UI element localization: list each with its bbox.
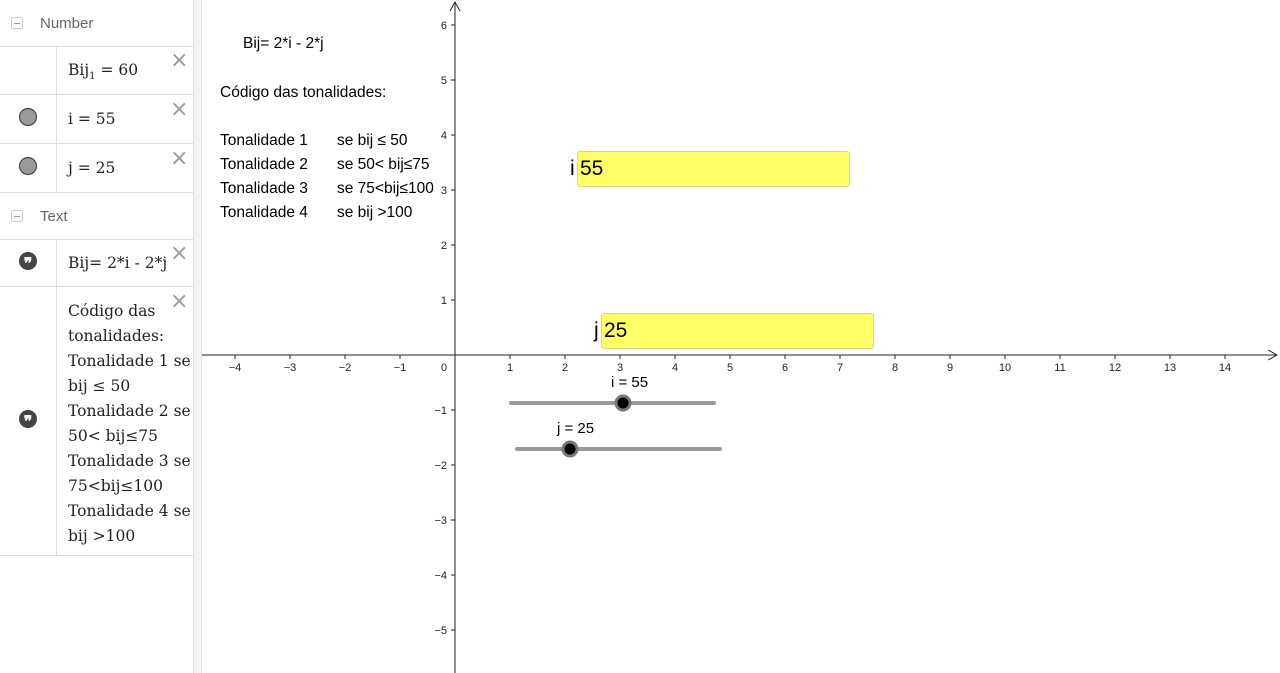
y-tick-label: −2 [434,460,447,472]
legend-tone-2: Tonalidade 2 [220,156,308,173]
x-tick-label: 5 [727,362,733,374]
y-tick-label: −1 [434,405,447,417]
delete-icon[interactable]: × [170,146,189,171]
algebra-item-i-label: i = 55 [68,110,116,128]
coordinate-axes: −4 −3 −2 −1 0 1 2 3 4 5 6 7 8 9 10 11 12 13 14123456−1−2−3… [202,0,1279,673]
algebra-item-j[interactable]: j = 25 × [0,144,193,193]
input-i-caption: i [570,157,575,180]
input-j-caption: j [594,319,599,342]
algebra-item-bij1[interactable]: Bij1 = 60 × [0,46,193,95]
x-tick-label: 6 [782,362,788,374]
x-tick-label: 8 [892,362,898,374]
input-j-field[interactable]: 25 [601,313,874,349]
x-tick-label: −4 [229,362,242,374]
y-tick-label: 2 [441,240,447,252]
y-tick-label: 4 [441,130,447,142]
y-tick-label: −5 [434,625,447,637]
x-tick-label: 13 [1164,362,1176,374]
algebra-item-text1[interactable]: ❞ Bij= 2*i - 2*j × [0,239,193,287]
legend-rule-4: se bij >100 [337,204,413,221]
slider-j-label: j = 25 [557,420,595,437]
category-text[interactable]: Text [0,193,193,240]
y-tick-label: −3 [434,515,447,527]
x-tick-label: −2 [339,362,352,374]
category-number[interactable]: Number [0,0,193,47]
y-tick-label: 3 [441,185,447,197]
x-tick-label: 2 [562,362,568,374]
x-tick-label: 3 [617,362,623,374]
collapse-toggle-icon[interactable] [11,17,23,29]
slider-i-knob[interactable] [614,394,632,412]
legend-tone-1: Tonalidade 1 [220,132,308,149]
x-tick-label: −3 [284,362,297,374]
input-i-field[interactable]: 55 [577,151,850,187]
category-number-label: Number [40,15,94,32]
formula-text[interactable]: Bij= 2*i - 2*j [243,35,324,52]
delete-icon[interactable]: × [170,48,189,73]
legend-rule-2: se 50< bij≤75 [337,156,430,173]
y-axis-arrow-icon [449,0,461,12]
view-divider[interactable] [194,0,202,673]
legend-tone-3: Tonalidade 3 [220,180,308,197]
algebra-item-j-label: j = 25 [68,159,116,177]
legend-title[interactable]: Código das tonalidades: [220,84,387,101]
delete-icon[interactable]: × [170,241,189,266]
algebra-item-i[interactable]: i = 55 × [0,95,193,144]
x-tick-label: 11 [1054,362,1065,374]
y-tick-label: 1 [441,295,447,307]
y-tick-label: 5 [441,75,447,87]
x-tick-label: 7 [837,362,843,374]
graphics-view[interactable]: −4 −3 −2 −1 0 1 2 3 4 5 6 7 8 9 10 11 12 13 14 1 2 3 4 5 6 −1 −2 −3… [202,0,1280,673]
x-tick-label: 4 [672,362,678,374]
x-tick-label: −1 [394,362,407,374]
x-tick-label: 0 [441,362,447,374]
legend-rule-1: se bij ≤ 50 [337,132,408,149]
quote-icon[interactable]: ❞ [19,252,37,273]
delete-icon[interactable]: × [170,97,189,122]
x-tick-label: 1 [507,362,513,374]
category-text-label: Text [40,208,68,225]
legend-tone-4: Tonalidade 4 [220,204,308,221]
visibility-toggle-icon[interactable] [19,157,37,175]
delete-icon[interactable]: × [170,289,189,314]
collapse-toggle-icon[interactable] [11,210,23,222]
visibility-toggle-icon[interactable] [19,108,37,126]
algebra-view: Number Bij1 = 60 × i = 55 × j = 25 × Tex… [0,0,194,673]
algebra-item-bij1-label: Bij1 = 60 [68,61,139,83]
algebra-item-text2[interactable]: ❞ Código das tonalidades: Tonalidade 1 s… [0,287,193,556]
slider-j-knob[interactable] [561,440,579,458]
x-axis-arrow-icon [1267,349,1279,361]
quote-icon[interactable]: ❞ [19,410,37,431]
x-tick-label: 14 [1219,362,1231,374]
x-tick-label: 9 [947,362,953,374]
algebra-item-text2-label: Código das tonalidades: Tonalidade 1 se … [68,302,191,545]
legend-rule-3: se 75<bij≤100 [337,180,434,197]
slider-i-label: i = 55 [611,374,649,391]
algebra-item-text1-label: Bij= 2*i - 2*j [68,254,168,272]
x-tick-label: 12 [1109,362,1121,374]
y-tick-label: −4 [434,570,447,582]
y-tick-label: 6 [441,20,447,32]
x-tick-label: 10 [999,362,1011,374]
